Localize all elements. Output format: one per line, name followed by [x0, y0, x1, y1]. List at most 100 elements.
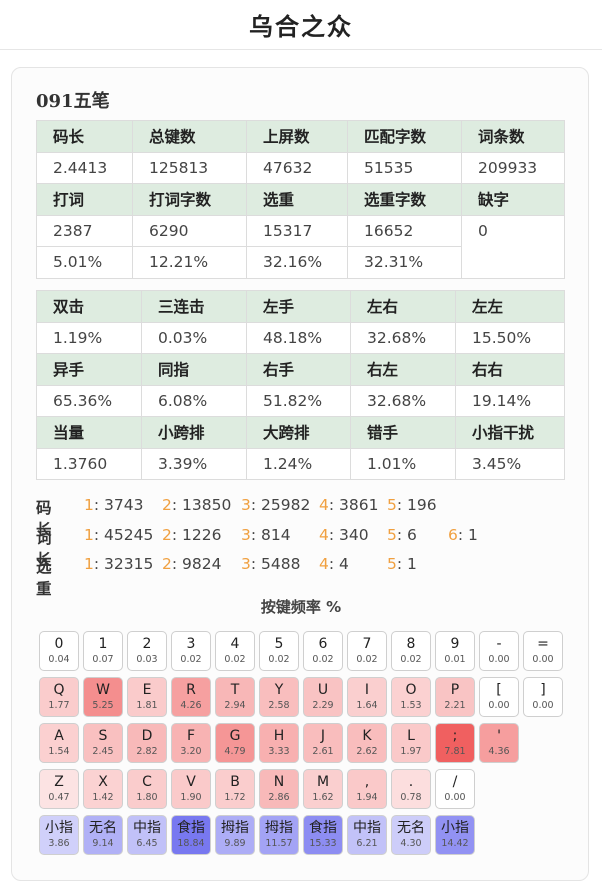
- distribution-key: 2: [162, 555, 172, 573]
- summary-row: 2387 6290 15317 16652 0: [36, 214, 565, 247]
- key-frequency-cell: 8 0.02: [391, 631, 431, 671]
- key-frequency-value: 3.33: [268, 746, 290, 757]
- summary-row: 码长 总键数 上屏数 匹配字数 词条数: [36, 120, 565, 153]
- key-label: 0: [54, 636, 64, 652]
- key-frequency-value: 1.64: [356, 700, 378, 711]
- key-frequency-cell: I 1.64: [347, 677, 387, 717]
- distribution-key: 1: [84, 526, 94, 544]
- distribution-key: 6: [448, 526, 458, 544]
- key-frequency-cell: 9 0.01: [435, 631, 475, 671]
- key-label: D: [141, 728, 153, 744]
- key-label: 4: [230, 636, 240, 652]
- summary-table: 码长 总键数 上屏数 匹配字数 词条数 2.4413 125813 47632 51535 209…: [36, 120, 565, 279]
- finger-label: 无名: [397, 820, 425, 836]
- key-frequency-value: 0.00: [532, 654, 554, 665]
- summary-value-cell: 6290: [132, 214, 247, 247]
- key-frequency-cell: G 4.79: [215, 723, 255, 763]
- finger-frequency-value: 9.14: [92, 838, 114, 849]
- key-frequency-cell: . 0.78: [391, 769, 431, 809]
- keystroke-row: 1.19% 0.03% 48.18% 32.68% 15.50%: [36, 321, 565, 354]
- keystroke-header-cell: 右左: [350, 353, 456, 386]
- finger-frequency-cell: 中指 6.21: [347, 815, 387, 855]
- key-frequency-value: 1.53: [400, 700, 422, 711]
- key-label: E: [142, 682, 152, 698]
- key-frequency-value: 2.61: [312, 746, 334, 757]
- keystroke-value-cell: 3.45%: [455, 447, 565, 480]
- key-label: L: [407, 728, 415, 744]
- finger-label: 小指: [441, 820, 469, 836]
- key-frequency-cell: [0.00: [479, 677, 519, 717]
- key-label: ;: [452, 728, 458, 744]
- key-label: -: [496, 636, 502, 652]
- key-frequency-value: 0.02: [224, 654, 246, 665]
- key-frequency-cell: B 1.72: [215, 769, 255, 809]
- finger-frequency-value: 14.42: [441, 838, 469, 849]
- key-frequency-value: 2.86: [268, 792, 290, 803]
- key-frequency-cell: Y 2.58: [259, 677, 299, 717]
- distribution-value: : 9824: [171, 555, 222, 573]
- distribution-label: 选重: [36, 558, 52, 598]
- key-label: ]: [540, 682, 546, 698]
- keystroke-header-cell: 小跨排: [141, 416, 247, 449]
- key-frequency-cell: L 1.97: [391, 723, 431, 763]
- key-label: Q: [53, 682, 65, 698]
- key-frequency-cell: A 1.54: [39, 723, 79, 763]
- key-frequency-cell: ; 7.81: [435, 723, 475, 763]
- key-frequency-value: 0.47: [48, 792, 70, 803]
- keystroke-row: 65.36% 6.08% 51.82% 32.68% 19.14%: [36, 384, 565, 417]
- scheme-name: 091五笔: [36, 91, 110, 112]
- distribution-item: 6: 1: [448, 526, 478, 544]
- finger-frequency-cell: 小指 14.42: [435, 815, 475, 855]
- key-label: Z: [54, 774, 64, 790]
- distribution-item: 2: 13850: [162, 496, 231, 514]
- key-label: U: [317, 682, 329, 698]
- keystroke-value-cell: 51.82%: [246, 384, 351, 417]
- distribution-item: 4: 4: [319, 555, 349, 573]
- summary-value-cell: 47632: [246, 151, 348, 184]
- summary-row: 2.4413 125813 47632 51535 209933: [36, 151, 565, 184]
- finger-frequency-cell: 无名 4.30: [391, 815, 431, 855]
- key-frequency-cell: ] 0.00: [523, 677, 563, 717]
- key-label: 5: [274, 636, 284, 652]
- key-label: F: [186, 728, 196, 744]
- summary-value-cell: 51535: [347, 151, 462, 184]
- keystroke-header-cell: 双击: [36, 290, 142, 323]
- distribution-key: 5: [387, 496, 397, 514]
- distribution-key: 2: [162, 526, 172, 544]
- summary-header-cell: 词条数: [461, 120, 565, 153]
- key-frequency-value: 1.42: [92, 792, 114, 803]
- keystroke-header-cell: 三连击: [141, 290, 247, 323]
- key-frequency-value: 1.80: [136, 792, 158, 803]
- key-label: K: [362, 728, 372, 744]
- keystroke-header-cell: 右手: [246, 353, 351, 386]
- summary-header-cell: 匹配字数: [347, 120, 462, 153]
- summary-header-cell: 上屏数: [246, 120, 348, 153]
- key-frequency-cell: K 2.62: [347, 723, 387, 763]
- key-label: =: [537, 636, 549, 652]
- distribution-value: : 340: [328, 526, 369, 544]
- key-frequency-value: 2.45: [92, 746, 114, 757]
- key-frequency-cell: C 1.80: [127, 769, 167, 809]
- keystroke-header-cell: 异手: [36, 353, 142, 386]
- key-frequency-value: 0.00: [444, 792, 466, 803]
- distribution-item: 2: 9824: [162, 555, 221, 573]
- key-frequency-cell: W 5.25: [83, 677, 123, 717]
- keystroke-value-cell: 1.19%: [36, 321, 142, 354]
- summary-header-cell: 选重: [246, 183, 348, 216]
- key-frequency-value: 1.97: [400, 746, 422, 757]
- key-frequency-value: 0.03: [136, 654, 158, 665]
- distribution-value: : 4: [328, 555, 349, 573]
- key-frequency-value: 1.94: [356, 792, 378, 803]
- key-label: M: [316, 774, 330, 790]
- key-frequency-value: 4.36: [488, 746, 510, 757]
- finger-frequency-cell: 拇指 9.89: [215, 815, 255, 855]
- distribution-item: 3: 5488: [241, 555, 300, 573]
- distribution-value: : 32315: [93, 555, 154, 573]
- finger-frequency-value: 6.21: [356, 838, 378, 849]
- key-frequency-value: 0.78: [400, 792, 422, 803]
- key-frequency-cell: 2 0.03: [127, 631, 167, 671]
- summary-header-cell: 总键数: [132, 120, 247, 153]
- finger-label: 小指: [45, 820, 73, 836]
- keystroke-value-cell: 32.68%: [350, 321, 456, 354]
- key-frequency-value: 0.02: [268, 654, 290, 665]
